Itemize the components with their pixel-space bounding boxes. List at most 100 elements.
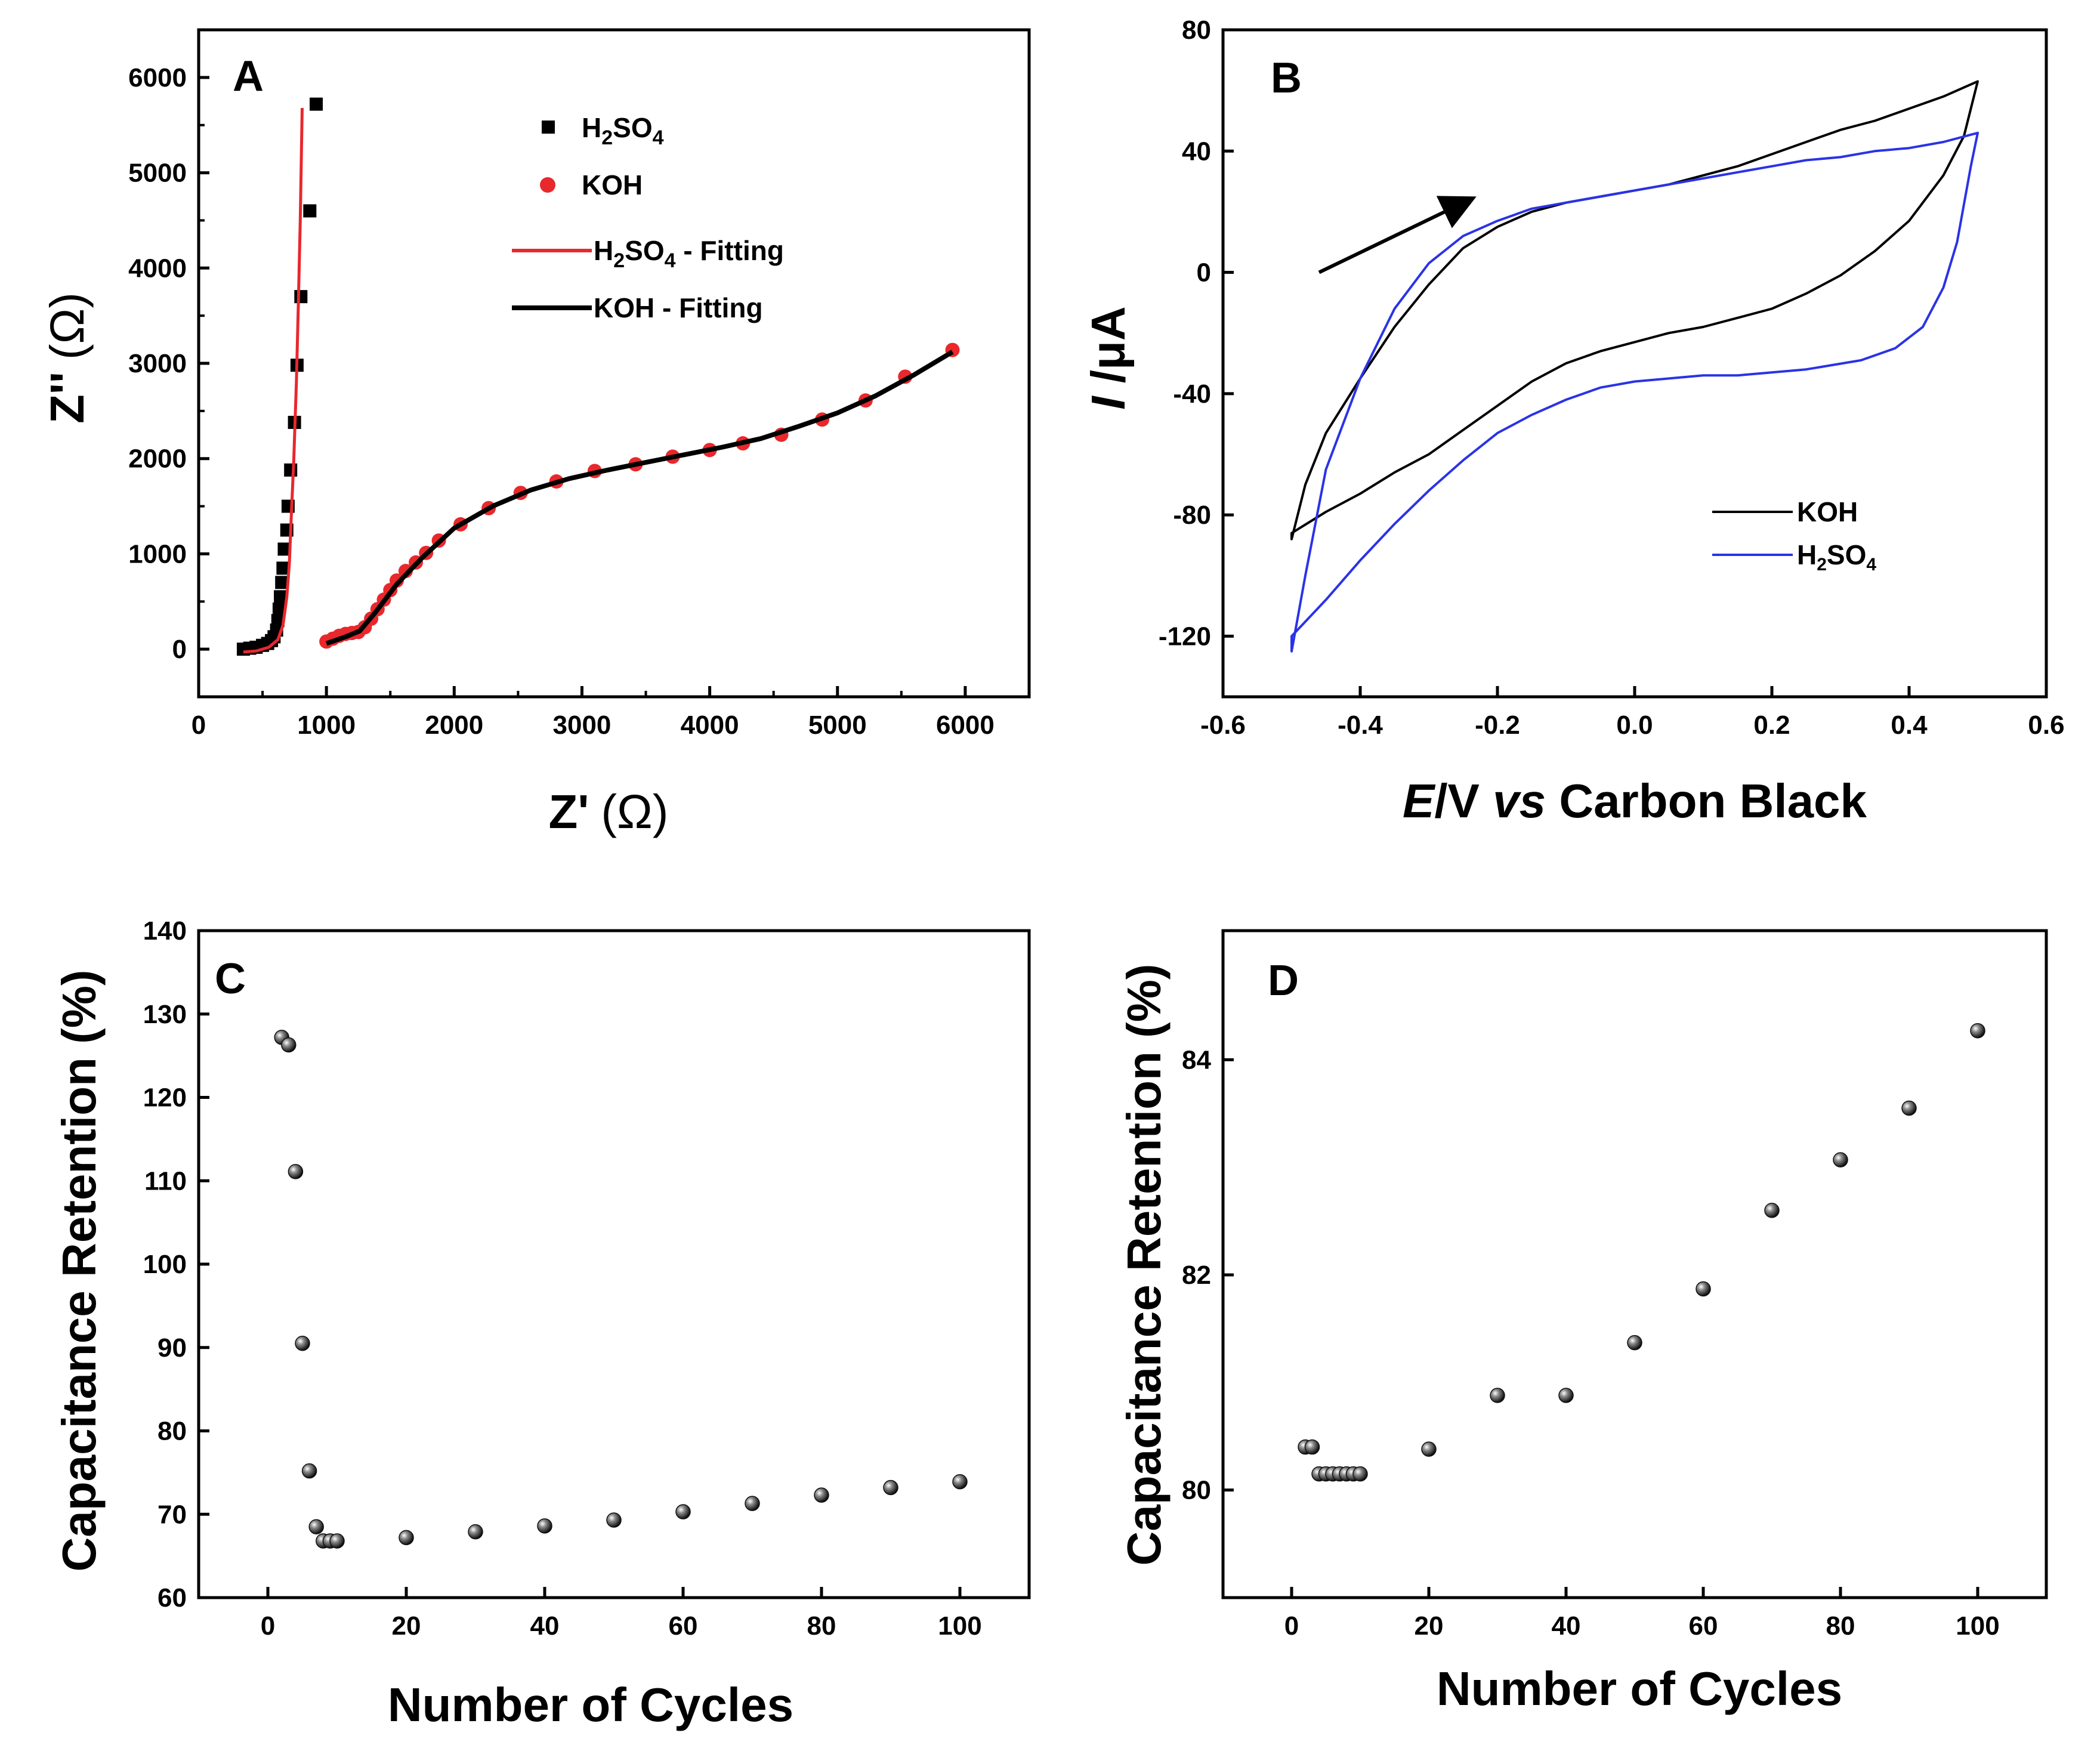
x-tick-label: -0.6 xyxy=(1200,711,1246,740)
panel-a-y-axis-title: Z''(Ω) xyxy=(41,292,94,424)
panel-c-x-axis-title: Number of Cycles xyxy=(388,1678,793,1731)
panel-b-y-axis-title: I /μA xyxy=(1082,306,1135,409)
legend-h2so4-square-icon xyxy=(542,121,555,134)
legend-koh-fit-label: KOH - Fitting xyxy=(594,292,763,323)
y-tick-label: 90 xyxy=(158,1333,187,1363)
y-tick-label: 82 xyxy=(1182,1261,1211,1290)
data-point xyxy=(1304,1439,1320,1455)
x-tick-label: 100 xyxy=(1956,1611,1999,1641)
series-h2so4-point xyxy=(271,614,285,628)
series-koh-fitting-line xyxy=(325,350,954,646)
series-h2so4-point xyxy=(277,542,291,556)
panel-c-y-axis-title: Capacitance Retention (%) xyxy=(52,969,106,1571)
y-tick-label: 80 xyxy=(1182,1476,1211,1505)
series-h2so4-fitting-line xyxy=(243,107,304,654)
x-tick-label: 0.4 xyxy=(1891,711,1928,740)
x-tick-label: 80 xyxy=(1826,1611,1855,1641)
panel-c: 0 20 40 60 80 100 60 70 80 90 100 110 120 130 140 C Nu… xyxy=(52,916,1031,1731)
panel-c-label: C xyxy=(215,955,246,1003)
data-point xyxy=(606,1512,622,1528)
x-tick-label: -0.4 xyxy=(1338,711,1383,740)
series-h2so4-point xyxy=(284,463,298,477)
y-tick-label: 140 xyxy=(143,916,187,946)
data-point xyxy=(281,1037,297,1053)
y-tick-label: 0 xyxy=(172,635,187,664)
x-tick-label: 20 xyxy=(1415,1611,1444,1641)
series-h2so4-point xyxy=(276,561,290,575)
y-tick-label: 60 xyxy=(158,1583,187,1613)
data-point xyxy=(1421,1441,1437,1457)
y-tick-label: 0 xyxy=(1197,258,1211,288)
x-tick-label: 0 xyxy=(192,711,206,740)
y-tick-label: 130 xyxy=(143,1000,187,1029)
series-h2so4-point xyxy=(275,576,289,589)
series-koh-point xyxy=(389,573,404,588)
x-tick-label: 6000 xyxy=(936,711,995,740)
data-point xyxy=(1901,1100,1917,1116)
panel-d-label: D xyxy=(1268,957,1299,1005)
data-point xyxy=(1352,1466,1368,1482)
series-h2so4-line xyxy=(1290,131,1979,653)
panel-b-label: B xyxy=(1271,54,1302,102)
series-h2so4-point xyxy=(272,603,286,616)
x-tick-label: 60 xyxy=(1689,1611,1718,1641)
data-point xyxy=(675,1504,691,1519)
series-h2so4-point xyxy=(303,204,317,218)
panel-a-x-axis-title: Z' (Ω) xyxy=(549,785,669,838)
data-point xyxy=(308,1519,324,1534)
legend-h2so4-label: H2SO4 xyxy=(1797,539,1876,575)
data-point xyxy=(301,1463,317,1479)
data-point xyxy=(295,1336,310,1351)
x-tick-label: 60 xyxy=(669,1611,698,1641)
panel-b-x-axis-title: E/V vs Carbon Black xyxy=(1403,774,1867,827)
x-tick-label: 0.6 xyxy=(2028,711,2064,740)
panel-c-frame xyxy=(197,929,1031,1599)
y-tick-label: 100 xyxy=(143,1250,187,1279)
panel-a-ticks: 0 1000 2000 3000 4000 5000 6000 0 1000 2000 3000 40… xyxy=(128,63,995,740)
legend-h2so4-fit-label: H2SO4 - Fitting xyxy=(594,235,784,272)
data-point xyxy=(745,1496,760,1511)
y-tick-label: 70 xyxy=(158,1500,187,1529)
x-tick-label: 0 xyxy=(1284,1611,1299,1641)
panel-b-sweep-direction-arrow-icon xyxy=(1318,196,1477,274)
x-tick-label: 2000 xyxy=(425,711,483,740)
panel-d-series xyxy=(1298,1023,1985,1482)
data-point xyxy=(1696,1281,1711,1297)
y-tick-label: 1000 xyxy=(128,539,187,569)
data-point xyxy=(399,1530,414,1546)
series-h2so4-point xyxy=(274,590,288,604)
series-h2so4-point xyxy=(294,290,308,304)
panel-b: -0.6 -0.4 -0.2 0.0 0.2 0.4 0.680400-40-80-120 … xyxy=(1082,16,2065,827)
x-tick-label: 0.2 xyxy=(1753,711,1790,740)
data-point xyxy=(814,1487,829,1503)
y-tick-label: 2000 xyxy=(128,444,187,474)
y-tick-label: 84 xyxy=(1182,1045,1211,1074)
x-tick-label: 3000 xyxy=(553,711,612,740)
x-tick-label: 0.0 xyxy=(1616,711,1653,740)
data-point xyxy=(1490,1388,1505,1403)
y-tick-label: 80 xyxy=(1182,16,1211,45)
legend-koh-label: KOH xyxy=(582,169,643,200)
data-point xyxy=(329,1533,345,1549)
data-point xyxy=(1833,1152,1848,1167)
panel-a-label: A xyxy=(233,52,264,100)
x-tick-label: -0.2 xyxy=(1475,711,1520,740)
x-tick-label: 5000 xyxy=(808,711,867,740)
panel-b-legend: KOH H2SO4 xyxy=(1712,496,1876,575)
y-tick-label: -40 xyxy=(1173,379,1211,409)
panel-d: 0 20 40 60 80 100 80 82 84 D Number of Cycles Ca… xyxy=(1117,929,2048,1715)
series-h2so4-point xyxy=(310,97,323,111)
panel-d-y-axis-title: Capacitance Retention (%) xyxy=(1117,963,1171,1565)
x-tick-label: 80 xyxy=(807,1611,836,1641)
panel-d-frame xyxy=(1221,929,2048,1599)
y-tick-label: 120 xyxy=(143,1083,187,1113)
data-point xyxy=(1558,1388,1574,1403)
panel-a-legend: H2SO4 KOH H2SO4 - Fitting KOH - Fitting xyxy=(512,112,784,323)
legend-koh-circle-icon xyxy=(540,177,555,193)
panel-b-frame xyxy=(1221,28,2048,699)
data-point xyxy=(468,1524,483,1540)
x-tick-label: 100 xyxy=(938,1611,981,1641)
panel-a-series xyxy=(236,97,960,656)
panel-c-ticks: 0 20 40 60 80 100 60 70 80 90 100 110 120 130 140 xyxy=(143,916,982,1641)
